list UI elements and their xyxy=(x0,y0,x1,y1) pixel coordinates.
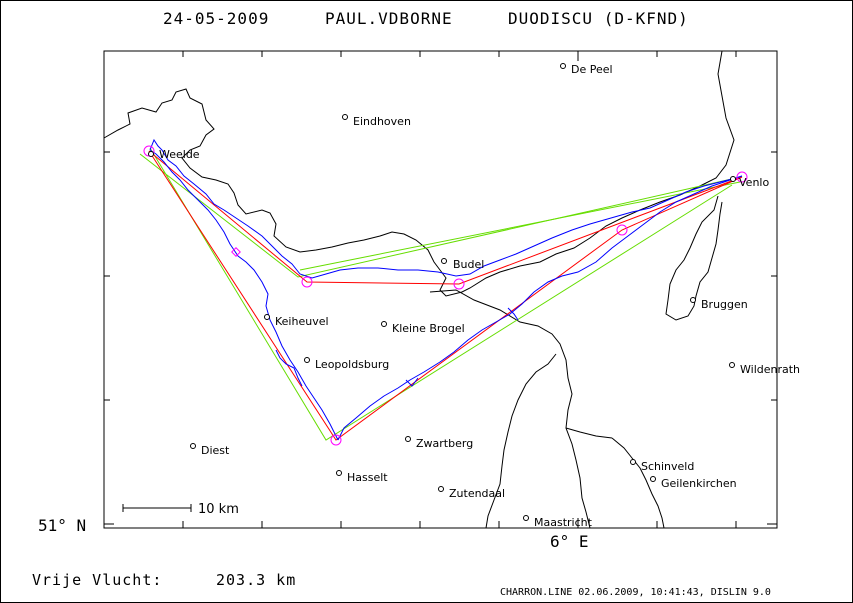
plot-frame xyxy=(103,50,778,529)
waypoint-marker xyxy=(616,224,628,236)
distance-label: Vrije Vlucht: xyxy=(32,571,163,589)
axis-ticks xyxy=(104,51,777,528)
town-label: Zutendaal xyxy=(449,487,505,500)
town-label: Keiheuvel xyxy=(275,315,329,328)
waypoint-marker xyxy=(736,171,748,183)
town-label: Weelde xyxy=(159,148,200,161)
waypoints xyxy=(143,145,748,446)
town-label: Diest xyxy=(201,444,230,457)
town-label: Kleine Brogel xyxy=(392,322,465,335)
waypoint-marker xyxy=(231,247,241,257)
gps-track xyxy=(149,138,743,441)
town-label: De Peel xyxy=(571,63,613,76)
scale-bar-label: 10 km xyxy=(198,502,239,517)
town-label: Eindhoven xyxy=(353,115,411,128)
scale-bar xyxy=(122,504,192,512)
glider-name: DUODISCU (D-KFND) xyxy=(508,9,689,28)
waypoint-marker xyxy=(301,276,313,288)
town-labels: De Peel Eindhoven Weelde Venlo Budel Bru… xyxy=(159,63,800,529)
town-label: Maastricht xyxy=(534,516,593,529)
town-label: Wildenrath xyxy=(740,363,800,376)
town-label: Zwartberg xyxy=(416,437,473,450)
sector-lines xyxy=(139,147,741,441)
task-route xyxy=(148,150,743,441)
town-label: Leopoldsburg xyxy=(315,358,389,371)
town-markers xyxy=(148,63,736,521)
town-label: Hasselt xyxy=(347,471,388,484)
town-label: Geilenkirchen xyxy=(661,477,737,490)
credits-line: CHARRON.LINE 02.06.2009, 10:41:43, DISLI… xyxy=(500,587,771,598)
country-borders xyxy=(103,50,735,529)
distance-value: 203.3 km xyxy=(216,571,297,589)
waypoint-marker xyxy=(453,278,465,290)
waypoint-marker xyxy=(330,434,342,446)
town-label: Schinveld xyxy=(641,460,694,473)
longitude-label: 6° E xyxy=(550,532,589,551)
town-label: Bruggen xyxy=(701,298,748,311)
town-label: Venlo xyxy=(739,176,769,189)
town-label: Budel xyxy=(453,258,484,271)
latitude-label: 51° N xyxy=(38,516,86,535)
pilot-name: PAUL.VDBORNE xyxy=(325,9,453,28)
flight-date: 24-05-2009 xyxy=(163,9,270,28)
